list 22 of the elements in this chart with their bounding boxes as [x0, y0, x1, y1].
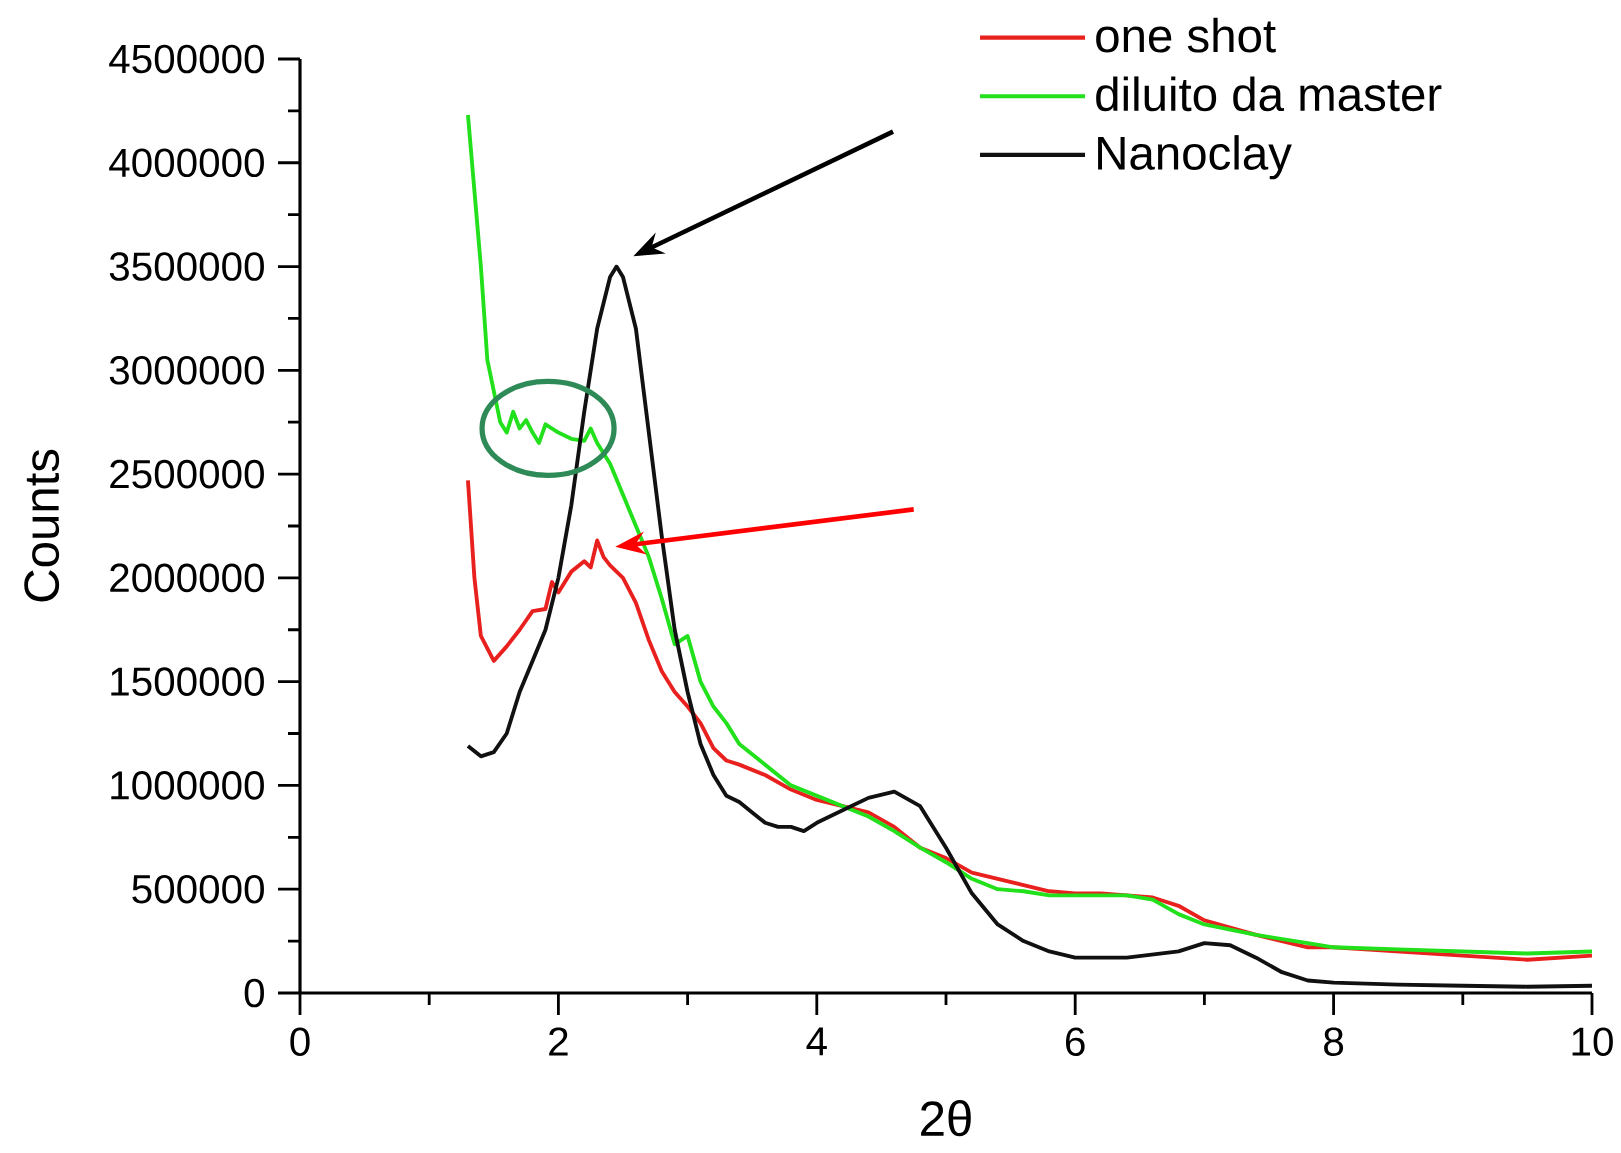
y-tick-label: 4500000	[109, 44, 264, 74]
y-tick-label: 2500000	[110, 459, 264, 489]
y-tick-label: 1500000	[111, 667, 264, 696]
legend-label: one shot	[1096, 17, 1276, 53]
x-tick-label: 6	[1066, 1027, 1085, 1057]
x-tick-label: 0	[290, 1027, 310, 1057]
x-tick-label: 10	[1572, 1027, 1613, 1057]
y-axis-title: Counts	[24, 449, 60, 602]
y-tick-label: 500000	[132, 874, 264, 904]
y-tick-label: 3000000	[109, 356, 264, 385]
y-tick-label: 0	[244, 978, 264, 1008]
y-tick-label: 1000000	[111, 771, 264, 800]
legend-label: Nanoclay	[1098, 135, 1292, 180]
y-tick-label: 2000000	[110, 563, 264, 593]
line-series	[466, 264, 1592, 989]
legend-label: diluito da master	[1096, 76, 1442, 112]
x-axis-title: 2θ	[921, 1100, 971, 1137]
y-tick-label: 4000000	[109, 148, 264, 178]
y-tick-label: 3500000	[109, 252, 264, 281]
x-tick-label: 8	[1324, 1027, 1344, 1057]
x-tick-label: 2	[549, 1027, 568, 1056]
x-tick-label: 4	[806, 1027, 827, 1056]
